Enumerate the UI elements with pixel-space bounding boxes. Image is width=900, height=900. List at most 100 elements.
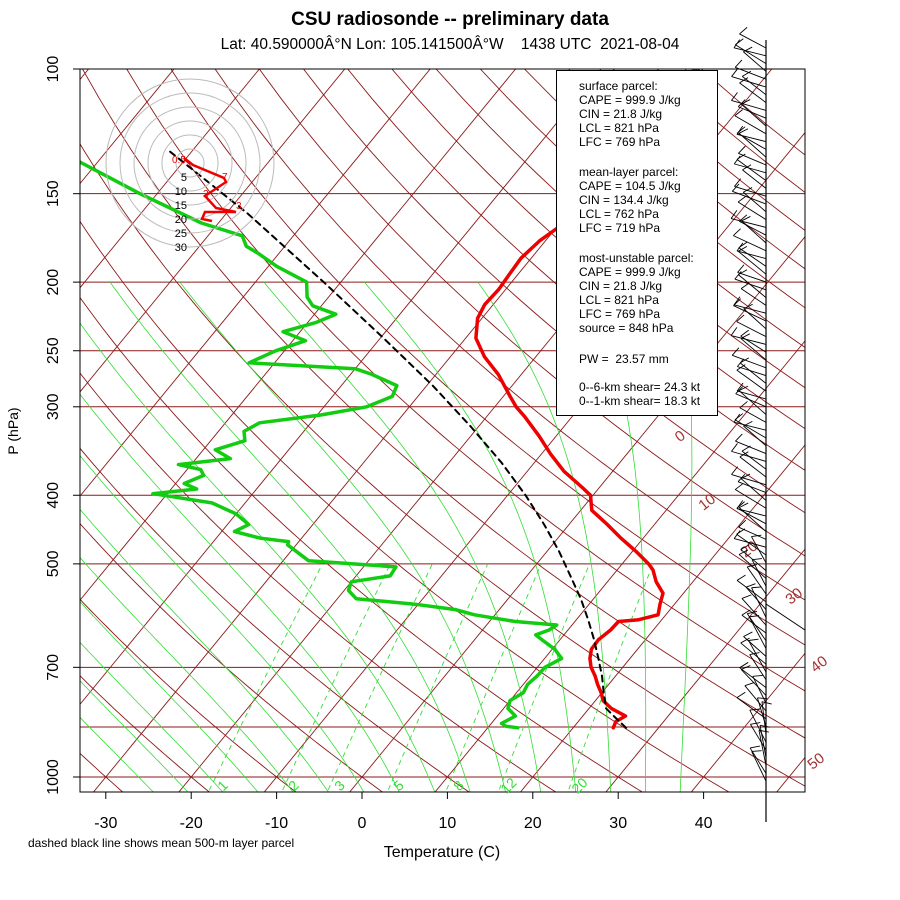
info-line: LFC = 769 hPa — [579, 135, 661, 149]
wind-barb-flag — [736, 501, 745, 509]
wind-barb-flag — [741, 445, 751, 452]
wind-barb-flag — [742, 164, 752, 171]
hodograph-ring-label: 20 — [175, 214, 187, 226]
wind-barb-flag — [747, 564, 757, 568]
wind-barb-flag — [730, 327, 738, 336]
wind-barb — [735, 44, 767, 64]
chart-subtitle: Lat: 40.590000Â°N Lon: 105.141500Â°W 143… — [220, 36, 680, 53]
mixing-ratio-label: 2 — [285, 777, 302, 794]
wind-barb — [737, 271, 767, 283]
wind-barb-flag — [737, 99, 746, 108]
wind-barb — [740, 549, 767, 571]
mixing-ratio-line — [497, 563, 590, 792]
moist-adiabat-line — [179, 281, 506, 792]
wind-barb-flag — [759, 724, 770, 728]
x-axis-title: Temperature (C) — [384, 844, 500, 861]
info-line: CIN = 21.8 J/kg — [579, 279, 663, 293]
wind-barb-flag — [740, 665, 751, 670]
wind-panel-edge — [765, 603, 806, 631]
x-tick-label: -30 — [94, 815, 117, 832]
wind-barb — [742, 169, 767, 189]
wind-barb-flag — [744, 682, 755, 687]
hodograph-height-label: 2 — [203, 189, 209, 200]
wind-barb-flag — [751, 558, 763, 561]
wind-barb — [743, 425, 767, 447]
moist-adiabat-line — [364, 281, 577, 792]
wind-barb — [741, 450, 767, 470]
wind-barb — [734, 115, 767, 135]
info-line: CAPE = 104.5 J/kg — [579, 179, 681, 193]
wind-barb — [736, 369, 767, 392]
wind-barb — [743, 51, 767, 72]
wind-barb-flag — [741, 99, 751, 105]
isotherm-line — [80, 69, 260, 289]
wind-barb — [734, 489, 767, 509]
wind-barb — [743, 308, 767, 330]
wind-barb-flag — [748, 638, 759, 641]
wind-barb-flag — [731, 347, 740, 356]
moist-adiabat-line — [80, 508, 329, 792]
mixing-ratio-label: 3 — [331, 777, 348, 794]
y-tick-label: 250 — [45, 337, 62, 364]
wind-barb — [733, 304, 767, 314]
isotherm-line — [80, 69, 346, 393]
wind-barb — [734, 186, 767, 197]
wind-barb — [732, 354, 767, 369]
chart-title: CSU radiosonde -- preliminary data — [291, 9, 609, 30]
y-tick-label: 200 — [45, 269, 62, 296]
moist-adiabat-line — [679, 282, 693, 792]
info-line: CAPE = 999.9 J/kg — [579, 93, 681, 107]
wind-barb-flag — [738, 502, 749, 508]
hodograph-height-label: 0.5 — [172, 155, 186, 166]
wind-barb — [751, 751, 767, 782]
wind-barb-flag — [743, 420, 753, 427]
wind-barb — [736, 507, 767, 525]
wind-barb-flag — [743, 303, 753, 310]
mixing-ratio-line — [281, 563, 391, 792]
wind-barb-flag — [741, 609, 751, 616]
info-line: CIN = 134.4 J/kg — [579, 193, 669, 207]
y-tick-label: 1000 — [45, 759, 62, 795]
dry-adiabat-line — [80, 752, 124, 792]
y-axis-title: P (hPa) — [5, 407, 21, 454]
info-line: source = 848 hPa — [579, 321, 674, 335]
wind-barb-flag — [740, 473, 751, 480]
mixing-ratio-label: 5 — [390, 777, 407, 794]
wind-barb — [752, 676, 767, 704]
wind-barb — [739, 362, 767, 384]
wind-barb-flag — [750, 722, 761, 725]
wind-barb — [736, 158, 767, 181]
hodograph-trace — [183, 157, 237, 223]
mixing-ratio-label: 8 — [450, 777, 467, 794]
wind-barb — [739, 33, 767, 49]
wind-barb-flag — [741, 594, 752, 599]
wind-barb — [739, 82, 767, 103]
dry-adiabat-line — [81, 69, 805, 739]
wind-barb — [731, 474, 767, 486]
isotherm-label: 30 — [782, 585, 806, 609]
wind-barb-flag — [736, 126, 746, 134]
y-tick-label: 700 — [45, 654, 62, 681]
wind-barb — [751, 536, 767, 564]
wind-barb-flag — [734, 178, 742, 187]
wind-barb — [738, 106, 767, 119]
hodograph: 5 10 15 20 25 30 0.5 7 3 2 — [105, 78, 275, 254]
wind-barb — [742, 191, 767, 213]
wind-barb-flag — [737, 264, 745, 273]
wind-barb — [736, 533, 767, 556]
wind-barb-flag — [737, 195, 747, 203]
wind-barb — [758, 730, 767, 766]
info-line: 0--1-km shear= 18.3 kt — [579, 394, 701, 408]
wind-barb-flag — [735, 433, 743, 442]
x-tick-label: 40 — [695, 815, 713, 832]
isotherm-line — [776, 756, 805, 792]
x-tick-label: 30 — [609, 815, 627, 832]
dry-adiabat-line — [80, 296, 644, 792]
wind-barb — [740, 338, 767, 361]
wind-barb-flag — [742, 70, 752, 77]
wind-barb — [736, 321, 767, 338]
moist-adiabat-line — [80, 393, 400, 792]
wind-barb-flag — [751, 534, 762, 538]
x-tick-label: 20 — [524, 815, 542, 832]
